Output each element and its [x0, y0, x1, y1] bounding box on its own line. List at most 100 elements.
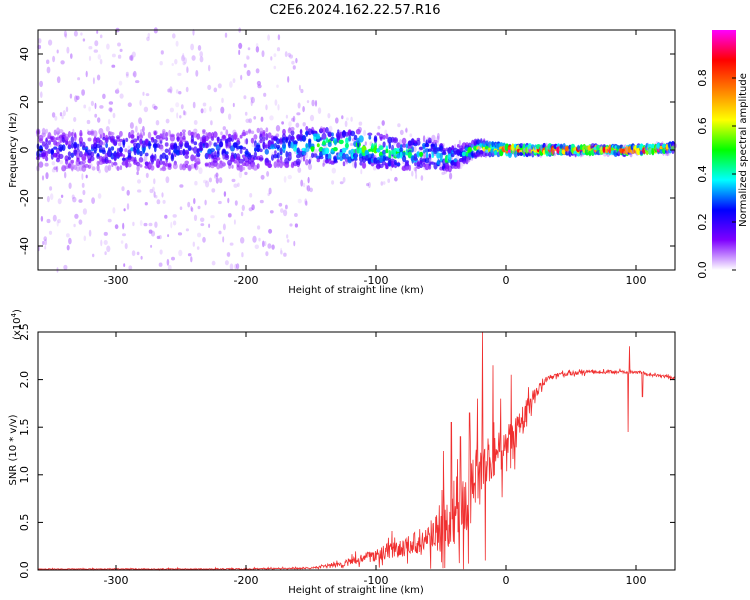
spectrogram-cell: [204, 162, 209, 167]
spectrogram-noise-cell: [232, 78, 236, 83]
spectrogram-noise-cell: [193, 214, 198, 221]
spectrogram-cell: [284, 162, 290, 169]
spectrogram-noise-cell: [431, 134, 436, 142]
spectrogram-noise-cell: [59, 112, 63, 117]
spectrogram-noise-cell: [62, 110, 66, 117]
spectrogram-cell: [311, 152, 315, 159]
spectrogram-noise-cell: [192, 101, 196, 109]
spectrogram-noise-cell: [125, 71, 129, 77]
snr-y-tick-label: 1.5: [18, 418, 31, 436]
spectrogram-noise-cell: [105, 125, 110, 132]
spectrogram-cell: [81, 156, 87, 161]
spectrogram-cell: [308, 140, 312, 148]
spectrogram-cell: [619, 144, 624, 149]
spectrogram-cell: [125, 159, 129, 166]
spectrogram-cell: [76, 143, 80, 150]
spectrogram-noise-cell: [153, 191, 156, 198]
spectrogram-noise-cell: [405, 128, 408, 133]
spectrogram-noise-cell: [171, 63, 174, 66]
spectrogram-cell: [264, 157, 269, 163]
spectrogram-cell: [442, 149, 446, 155]
spectrogram-cell: [41, 152, 47, 158]
spectrogram-noise-cell: [160, 50, 164, 55]
spectrogram-noise-cell: [307, 176, 310, 184]
spectrogram-noise-cell: [346, 117, 349, 121]
spectrogram-noise-cell: [125, 73, 129, 78]
spectrogram-cell: [238, 158, 244, 164]
spectrogram-noise-cell: [273, 53, 277, 58]
spectrogram-cell: [194, 162, 197, 169]
spectrogram-noise-cell: [175, 40, 179, 47]
spectrogram-noise-cell: [119, 48, 123, 53]
spectrogram-cell: [382, 134, 386, 140]
spectrogram-cell: [416, 160, 420, 166]
spectrogram-noise-cell: [306, 185, 311, 192]
spectrogram-noise-cell: [238, 42, 243, 50]
spectrogram-noise-cell: [153, 178, 156, 185]
spectrogram-noise-cell: [381, 120, 385, 126]
spectrogram-noise-cell: [255, 46, 260, 53]
spectrogram-cell: [376, 148, 381, 153]
spectrogram-cell: [190, 163, 195, 169]
spectrogram-cell: [480, 138, 483, 144]
spectrogram-noise-cell: [260, 116, 264, 122]
spectrogram-cell: [600, 146, 603, 154]
spectrogram-noise-cell: [140, 129, 144, 133]
spectrogram-noise-cell: [312, 127, 315, 131]
snr-x-axis-label: Height of straight line (km): [288, 585, 424, 596]
spectrogram-cell: [325, 137, 329, 144]
spectrogram-noise-cell: [436, 139, 440, 147]
spectrogram-cell: [127, 163, 132, 168]
spectrogram-cell: [130, 133, 135, 140]
spectrogram-noise-cell: [246, 56, 250, 60]
spectrogram-noise-cell: [215, 177, 219, 184]
snr-series-line: [37, 331, 675, 571]
spectrogram-cell: [285, 151, 289, 158]
spectrogram-noise-cell: [88, 46, 93, 50]
spectrogram-noise-cell: [311, 99, 315, 107]
spectrogram-noise-cell: [44, 239, 47, 246]
spectrogram-noise-cell: [159, 61, 163, 66]
spectrogram-noise-cell: [177, 72, 182, 76]
spectrogram-noise-cell: [372, 166, 376, 171]
spectrogram-cell: [44, 143, 49, 150]
spectrogram-noise-cell: [350, 116, 353, 122]
spectrogram-noise-cell: [285, 204, 288, 210]
spectrogram-noise-cell: [197, 45, 202, 51]
spectrogram-noise-cell: [284, 51, 288, 58]
spectrogram-noise-cell: [226, 251, 231, 258]
spectrogram-y-tick-label: -40: [18, 237, 31, 255]
spectrogram-noise-cell: [286, 239, 290, 243]
spectrogram-noise-cell: [220, 131, 223, 136]
spectrogram-noise-cell: [82, 38, 86, 42]
spectrogram-noise-cell: [237, 182, 240, 187]
spectrogram-noise-cell: [199, 56, 204, 63]
spectrogram-cell: [179, 149, 183, 156]
spectrogram-noise-cell: [218, 230, 222, 235]
spectrogram-cell: [564, 146, 570, 152]
spectrogram-cell: [109, 135, 115, 141]
spectrogram-noise-cell: [55, 165, 59, 173]
snr-panel: -300 -200 -100 0 100 0.0 0.5 1.0 1.5 2.0 2.5 Heig…: [8, 309, 676, 596]
spectrogram-noise-cell: [245, 118, 250, 124]
spectrogram-cell: [204, 142, 210, 149]
spectrogram-cell: [87, 137, 92, 142]
spectrogram-noise-cell: [91, 197, 95, 205]
spectrogram-noise-cell: [295, 57, 298, 64]
spectrogram-noise-cell: [204, 199, 207, 206]
spectrogram-noise-cell: [72, 128, 75, 135]
spectrogram-x-tick-label: -300: [104, 274, 129, 287]
spectrogram-noise-cell: [112, 112, 116, 119]
spectrogram-noise-cell: [309, 114, 315, 122]
spectrogram-noise-cell: [46, 66, 51, 74]
spectrogram-noise-cell: [51, 112, 56, 118]
spectrogram-noise-cell: [421, 154, 426, 159]
spectrogram-noise-cell: [104, 251, 107, 256]
spectrogram-noise-cell: [209, 106, 212, 112]
spectrogram-cell: [337, 154, 340, 160]
spectrogram-noise-cell: [86, 119, 91, 125]
spectrogram-cell: [58, 153, 64, 159]
spectrogram-noise-cell: [194, 163, 199, 171]
spectrogram-cell: [141, 143, 146, 149]
spectrogram-noise-cell: [44, 245, 47, 250]
